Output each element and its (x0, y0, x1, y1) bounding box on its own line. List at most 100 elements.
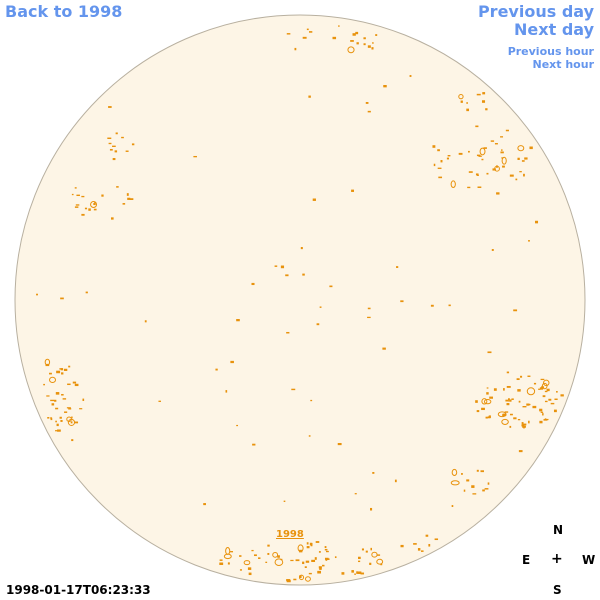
contour-mark (315, 541, 320, 543)
contour-mark (56, 423, 59, 427)
contour-mark (533, 382, 537, 385)
contour-mark (372, 471, 375, 474)
contour-mark (363, 37, 366, 40)
contour-mark (369, 562, 372, 565)
contour-mark (528, 240, 530, 242)
contour-mark (354, 493, 357, 495)
contour-mark (481, 100, 486, 103)
contour-mark (505, 399, 509, 402)
contour-mark (527, 375, 531, 377)
contour-mark (64, 411, 68, 413)
contour-mark (507, 400, 511, 402)
contour-mark (367, 110, 371, 113)
contour-mark (47, 417, 50, 419)
contour-mark (60, 297, 64, 300)
contour-mark (337, 442, 342, 446)
contour-mark (548, 398, 552, 401)
contour-mark (347, 46, 355, 54)
contour-mark (317, 570, 322, 574)
contour-mark (90, 201, 98, 209)
contour-mark (367, 307, 371, 310)
contour-mark (158, 400, 161, 402)
contour-mark (417, 548, 421, 551)
contour-mark (468, 150, 470, 153)
contour-mark (44, 358, 51, 366)
contour-mark (481, 398, 488, 405)
contour-mark (496, 192, 500, 195)
contour-mark (526, 387, 536, 396)
next-day-link[interactable]: Next day (514, 20, 594, 39)
contour-mark (272, 551, 279, 558)
contour-mark (502, 414, 506, 417)
contour-mark (305, 576, 311, 582)
contour-mark (522, 423, 527, 426)
contour-mark (358, 560, 361, 563)
contour-mark (229, 551, 234, 553)
contour-mark (515, 178, 518, 181)
contour-mark (485, 416, 488, 419)
contour-mark (332, 36, 337, 40)
contour-mark (62, 398, 67, 400)
contour-mark (544, 400, 548, 403)
contour-mark (446, 157, 450, 160)
contour-mark (63, 368, 68, 371)
contour-mark (501, 418, 509, 425)
contour-mark (193, 155, 197, 158)
contour-mark (528, 420, 530, 424)
contour-mark (318, 551, 321, 553)
contour-mark (108, 106, 112, 108)
contour-mark (318, 566, 322, 569)
contour-mark (492, 168, 496, 171)
contour-mark (215, 368, 218, 371)
contour-mark (310, 543, 313, 547)
contour-mark (517, 419, 521, 421)
next-hour-link[interactable]: Next hour (532, 58, 595, 71)
contour-mark (60, 368, 64, 371)
contour-mark (543, 379, 550, 387)
contour-mark (509, 425, 512, 428)
back-to-year-link[interactable]: Back to 1998 (5, 2, 123, 21)
year-link[interactable]: 1998 (276, 529, 304, 540)
contour-mark (481, 407, 485, 411)
contour-mark (539, 408, 543, 412)
contour-mark (293, 578, 297, 581)
contour-mark (513, 417, 517, 420)
previous-hour-link[interactable]: Previous hour (507, 45, 594, 58)
contour-mark (299, 549, 303, 553)
contour-mark (93, 203, 96, 206)
contour-mark (308, 435, 311, 437)
contour-mark (542, 395, 546, 398)
previous-day-link[interactable]: Previous day (477, 2, 594, 21)
contour-mark (475, 125, 479, 128)
contour-mark (434, 538, 439, 541)
contour-mark (438, 176, 443, 179)
compass-west-label: W (582, 553, 596, 567)
contour-mark (546, 388, 550, 392)
contour-mark (450, 180, 456, 189)
contour-mark (248, 572, 252, 576)
contour-mark (458, 152, 463, 155)
contour-mark (121, 136, 124, 139)
contour-mark (521, 424, 525, 427)
contour-mark (230, 360, 234, 364)
contour-mark (487, 416, 491, 419)
contour-mark (354, 573, 356, 575)
contour-mark (285, 274, 289, 277)
contour-mark (500, 151, 504, 154)
contour-mark (476, 154, 481, 157)
contour-mark (466, 479, 470, 482)
contour-mark (375, 34, 378, 36)
contour-mark (286, 33, 291, 35)
contour-mark (74, 187, 77, 189)
contour-mark (448, 304, 451, 307)
contour-mark (306, 28, 309, 31)
contour-mark (355, 31, 359, 35)
contour-mark (477, 186, 482, 188)
contour-mark (67, 383, 71, 386)
contour-mark (521, 422, 524, 425)
contour-mark (471, 485, 475, 488)
contour-mark (114, 150, 118, 153)
contour-mark (311, 559, 316, 562)
contour-mark (50, 417, 53, 419)
contour-mark (61, 372, 64, 375)
